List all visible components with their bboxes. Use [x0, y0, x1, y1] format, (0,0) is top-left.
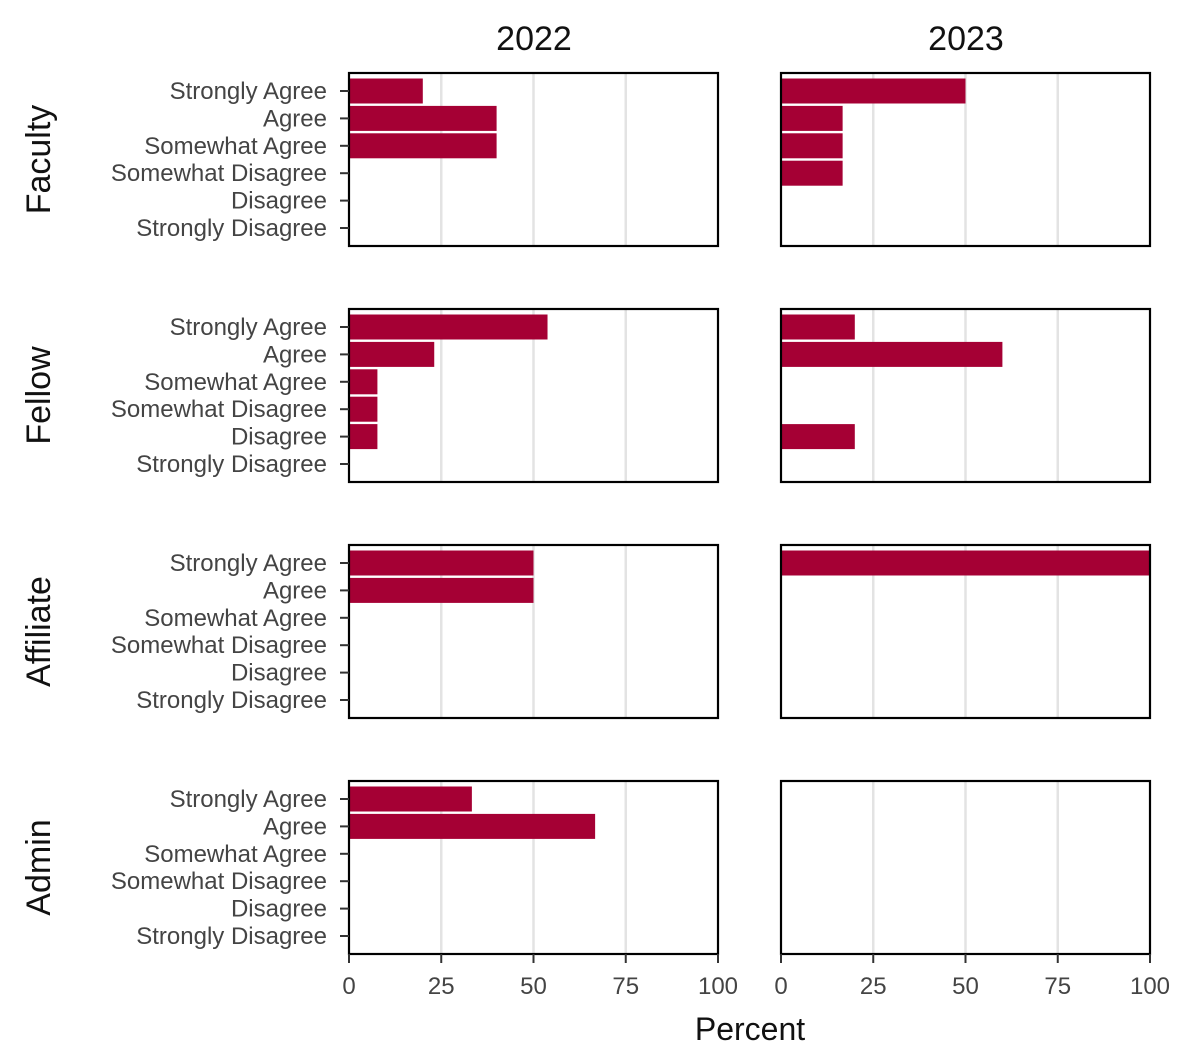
- bar-faculty-2022-agree: [349, 105, 497, 131]
- row-title-affiliate: Affiliate: [20, 576, 58, 687]
- x-tick-label-2022-100: 100: [698, 973, 738, 1000]
- panel-border: [347, 71, 720, 248]
- bar-admin-2022-strongly-agree: [349, 786, 472, 812]
- column-titles: 2022 2023: [496, 20, 1004, 58]
- bar-fellow-2022-somewhat-disagree: [349, 396, 378, 422]
- x-tick-label-2023-0: 0: [774, 973, 787, 1000]
- category-label-strongly-disagree: Strongly Disagree: [136, 687, 327, 714]
- x-tick-label-2023-50: 50: [952, 973, 979, 1000]
- bar-faculty-2023-agree: [781, 105, 843, 131]
- x-tick-label-2022-50: 50: [520, 973, 547, 1000]
- panel-border: [779, 307, 1152, 484]
- category-label-strongly-agree: Strongly Agree: [170, 550, 327, 577]
- category-label-somewhat-agree: Somewhat Agree: [144, 133, 327, 160]
- x-tick-label-2022-25: 25: [428, 973, 455, 1000]
- category-label-somewhat-disagree: Somewhat Disagree: [111, 868, 327, 895]
- bar-fellow-2022-somewhat-agree: [349, 369, 378, 395]
- category-label-disagree: Disagree: [231, 424, 327, 451]
- x-tick-label-2023-25: 25: [860, 973, 887, 1000]
- x-axis-title: Percent: [695, 1011, 805, 1047]
- bar-faculty-2023-somewhat-agree: [781, 133, 843, 159]
- row-title-faculty: Faculty: [20, 105, 58, 215]
- bar-faculty-2023-somewhat-disagree: [781, 160, 843, 186]
- category-label-agree: Agree: [263, 577, 327, 604]
- panel-border: [779, 543, 1152, 720]
- bar-faculty-2023-strongly-agree: [781, 78, 966, 104]
- panel-fellow-2023: [779, 307, 1152, 484]
- x-axes: 0 25 50 75 100 0 25 50 75 100: [342, 954, 1170, 1000]
- column-title-2022: 2022: [496, 20, 572, 58]
- panel-affiliate-2023: [779, 543, 1152, 720]
- category-label-strongly-agree: Strongly Agree: [170, 314, 327, 341]
- panel-border: [347, 307, 720, 484]
- row-title-admin: Admin: [20, 819, 58, 915]
- bar-faculty-2022-somewhat-agree: [349, 133, 497, 159]
- x-tick-label-2022-75: 75: [612, 973, 639, 1000]
- bar-admin-2022-agree: [349, 813, 596, 839]
- bar-affiliate-2022-agree: [349, 577, 534, 603]
- bar-fellow-2023-agree: [781, 341, 1003, 367]
- category-label-somewhat-agree: Somewhat Agree: [144, 369, 327, 396]
- category-label-strongly-agree: Strongly Agree: [170, 78, 327, 105]
- category-label-somewhat-disagree: Somewhat Disagree: [111, 396, 327, 423]
- panels: Faculty Fellow Affiliate Admin Strongly Agre…: [20, 71, 1152, 956]
- x-tick-label-2023-100: 100: [1130, 973, 1170, 1000]
- panel-border: [347, 543, 720, 720]
- panel-faculty-2023: [779, 71, 1152, 248]
- bar-faculty-2022-strongly-agree: [349, 78, 423, 104]
- category-label-agree: Agree: [263, 105, 327, 132]
- row-title-fellow: Fellow: [20, 346, 58, 445]
- category-label-strongly-disagree: Strongly Disagree: [136, 923, 327, 950]
- category-label-somewhat-disagree: Somewhat Disagree: [111, 632, 327, 659]
- bar-fellow-2022-disagree: [349, 424, 378, 450]
- category-label-strongly-agree: Strongly Agree: [170, 786, 327, 813]
- bar-fellow-2022-agree: [349, 341, 435, 367]
- bar-fellow-2023-disagree: [781, 424, 855, 450]
- category-label-somewhat-agree: Somewhat Agree: [144, 605, 327, 632]
- bar-fellow-2023-strongly-agree: [781, 314, 855, 340]
- category-label-strongly-disagree: Strongly Disagree: [136, 215, 327, 242]
- category-label-agree: Agree: [263, 813, 327, 840]
- category-label-strongly-disagree: Strongly Disagree: [136, 451, 327, 478]
- panel-admin-2023: [779, 779, 1152, 956]
- x-tick-label-2023-75: 75: [1044, 973, 1071, 1000]
- category-label-disagree: Disagree: [231, 188, 327, 215]
- bar-fellow-2022-strongly-agree: [349, 314, 548, 340]
- panel-border: [779, 71, 1152, 248]
- x-tick-label-2022-0: 0: [342, 973, 355, 1000]
- column-title-2023: 2023: [928, 20, 1004, 58]
- bar-affiliate-2023-strongly-agree: [781, 550, 1150, 576]
- bar-affiliate-2022-strongly-agree: [349, 550, 534, 576]
- category-label-somewhat-agree: Somewhat Agree: [144, 841, 327, 868]
- category-label-somewhat-disagree: Somewhat Disagree: [111, 160, 327, 187]
- category-label-disagree: Disagree: [231, 896, 327, 923]
- category-label-agree: Agree: [263, 341, 327, 368]
- category-label-disagree: Disagree: [231, 660, 327, 687]
